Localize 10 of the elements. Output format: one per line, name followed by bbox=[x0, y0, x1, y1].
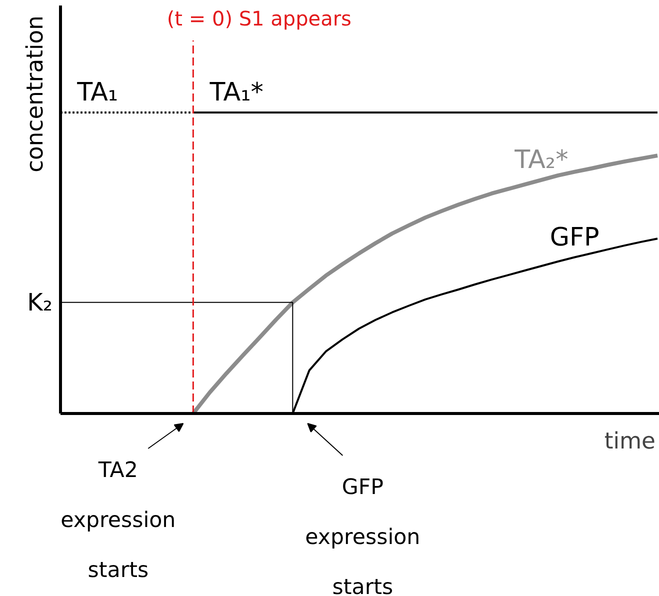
text: GFP expression starts bbox=[305, 475, 420, 596]
y-axis-title: concentration bbox=[22, 15, 48, 172]
series-label: TA₁ bbox=[76, 76, 118, 106]
series-label: TA₁* bbox=[208, 76, 264, 106]
x-axis-title: time bbox=[604, 428, 656, 454]
series-label: GFP bbox=[550, 221, 600, 252]
text: TA2 expression starts bbox=[60, 458, 176, 583]
series-label: TA₂* bbox=[514, 144, 568, 174]
ref-line-label: K₂ bbox=[27, 288, 52, 316]
text: (t = 0) S1 appears bbox=[166, 6, 352, 30]
